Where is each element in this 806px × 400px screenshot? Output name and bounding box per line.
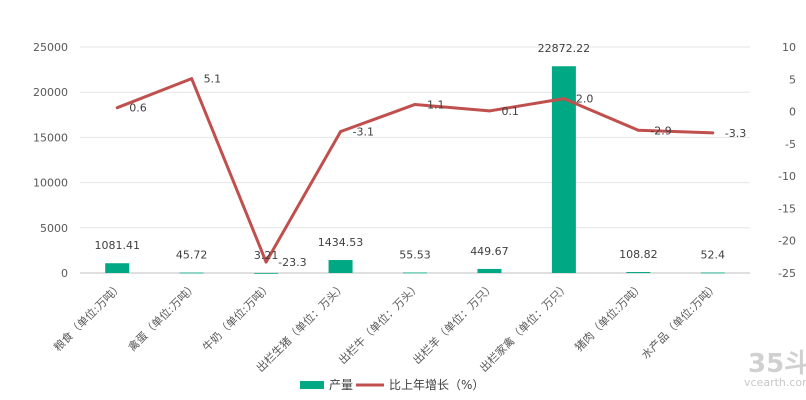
line-point [636,128,640,132]
bar [700,272,725,274]
bar [403,272,427,274]
bar-value-label: 108.82 [619,248,658,261]
line-point [487,109,491,113]
left-tick-label: 20000 [33,86,68,99]
legend-swatch-bar [300,381,324,389]
left-tick-label: 10000 [33,177,68,190]
bar [328,260,353,273]
line-point [339,130,343,134]
right-tick-label: 5 [789,73,796,86]
gridlines [80,46,750,274]
line-point [264,260,268,264]
left-tick-label: 25000 [33,41,68,54]
right-tick-label: 0 [789,106,796,119]
line-value-label: -23.3 [278,256,306,269]
x-axis: 粮食（单位:万吨） 禽蛋（单位:万吨） 牛奶（单位:万吨）出栏生猪（单位：万头）出栏… [51,279,721,374]
line-series [115,77,715,264]
bar-value-label: 3.21 [254,249,279,262]
right-axis: -25 -20 -15 -10 -5 0 5 10 [778,41,796,280]
bar-value-label: 449.67 [470,245,509,258]
bar [477,268,502,273]
legend-label-line: 比上年增长（%） [389,378,484,392]
right-tick-label: 10 [782,41,796,54]
bar [179,272,204,274]
category-label: 水产品（单位:万吨） [638,279,721,362]
line-value-label: 5.1 [204,73,222,86]
line-value-label: -3.1 [353,126,374,139]
line-value-label: -3.3 [725,127,746,140]
data-labels: 1081.41 45.72 3.21 1434.53 55.53 449.67 22872.… [94,42,746,269]
bar [626,272,651,273]
watermark-logo: 35斗 [748,349,806,379]
bar-value-label: 1081.41 [94,239,140,252]
watermark-url: vcearth.com [744,376,806,389]
category-label: 猪肉（单位:万吨） [572,279,647,354]
bar-value-label: 52.4 [701,249,726,262]
category-label: 牛奶（单位:万吨） [199,279,274,354]
left-tick-label: 5000 [40,222,68,235]
left-axis: 0 5000 10000 15000 20000 25000 [33,41,68,280]
right-tick-label: -20 [778,235,796,248]
line-point [711,131,715,135]
legend: 产量 比上年增长（%） [300,378,484,392]
category-label: 粮食（单位:万吨） [51,279,126,354]
line-value-label: -2.9 [650,124,671,137]
bar-value-label: 45.72 [176,249,208,262]
line-point [115,106,119,110]
line-value-label: 0.1 [501,105,519,118]
line-value-label: 0.6 [129,102,147,115]
line-value-label: 1.1 [427,98,445,111]
bar-value-label: 1434.53 [318,236,364,249]
line-point [190,77,194,81]
category-label: 禽蛋（单位:万吨） [125,279,200,354]
line-point [413,102,417,106]
left-tick-label: 15000 [33,131,68,144]
right-tick-label: -15 [778,202,796,215]
right-tick-label: -25 [778,267,796,280]
bar-value-label: 22872.22 [538,42,591,55]
right-tick-label: -10 [778,170,796,183]
bar [105,263,130,273]
line-path [116,77,713,264]
legend-label-bar: 产量 [329,378,353,392]
bar-value-label: 55.53 [399,248,431,261]
line-point [562,97,566,101]
category-label: 出栏牛（单位：万头） [335,279,423,367]
bar [254,272,279,274]
watermark: 35斗 vcearth.com [744,349,806,389]
category-label: 出栏羊（单位：万只） [410,279,498,367]
line-value-label: 2.0 [576,93,594,106]
right-tick-label: -5 [785,138,796,151]
left-tick-label: 0 [61,267,68,280]
